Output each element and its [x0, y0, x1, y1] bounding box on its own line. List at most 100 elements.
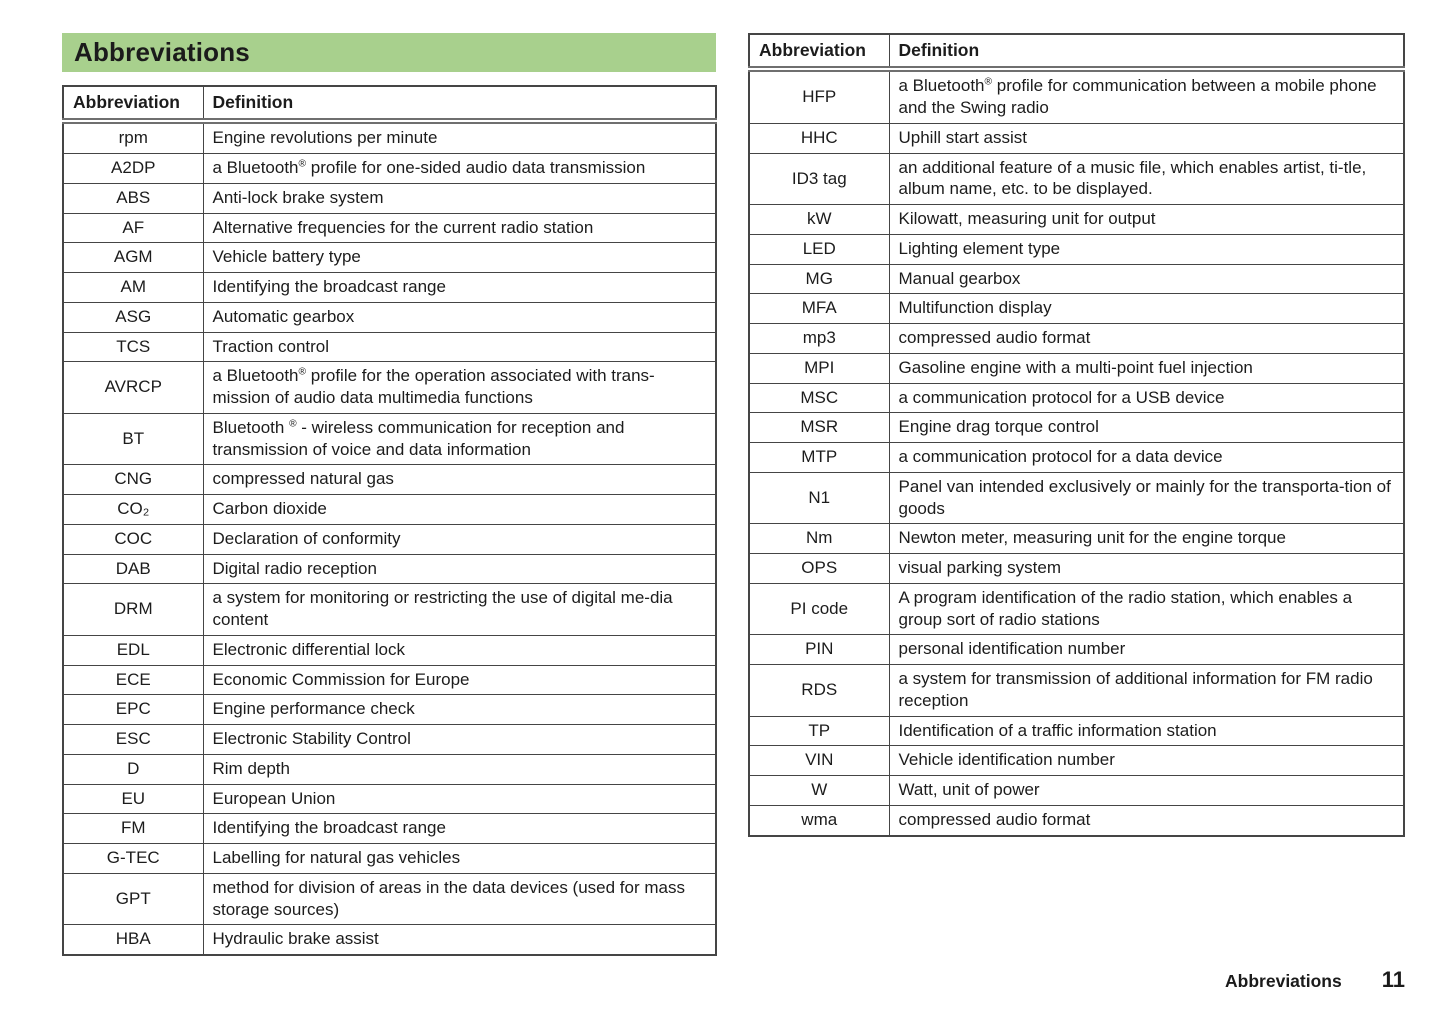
definition-cell: a system for transmission of additional …: [888, 664, 1405, 717]
table-header-row: Abbreviation Definition: [62, 85, 717, 125]
definition-cell: Identification of a traffic information …: [888, 715, 1405, 747]
abbreviation-cell: MSR: [748, 412, 890, 444]
table-row: ID3 tag an additional feature of a music…: [748, 152, 1405, 206]
definition-cell: Declaration of conformity: [202, 523, 717, 555]
abbreviation-cell: ABS: [62, 182, 204, 214]
table-row: BT Bluetooth ® - wireless communication …: [62, 412, 717, 466]
table-row: MSC a communication protocol for a USB d…: [748, 382, 1405, 414]
table-row: RDS a system for transmission of additio…: [748, 664, 1405, 717]
definition-cell: Anti-lock brake system: [202, 182, 717, 214]
definition-cell: Engine revolutions per minute: [202, 120, 717, 155]
footer-page-number: 11: [1381, 967, 1405, 992]
abbreviation-cell: LED: [748, 233, 890, 265]
table-row: G-TEC Labelling for natural gas vehicles: [62, 843, 717, 874]
table-row: GPT method for division of areas in the …: [62, 872, 717, 926]
table-row: EU European Union: [62, 783, 717, 815]
table-row: A2DP a Bluetooth® profile for one-sided …: [62, 153, 717, 184]
definition-cell: a system for monitoring or restricting t…: [202, 583, 717, 636]
abbreviation-cell: GPT: [62, 872, 204, 926]
definition-cell: European Union: [202, 783, 717, 815]
abbreviation-cell: MSC: [748, 382, 890, 414]
abbreviation-cell: mp3: [748, 323, 890, 354]
abbreviation-cell: rpm: [62, 120, 204, 155]
abbreviation-cell: AM: [62, 272, 204, 303]
abbreviation-cell: VIN: [748, 745, 890, 777]
table-row: EPC Engine performance check: [62, 694, 717, 726]
abbreviation-cell: MG: [748, 263, 890, 295]
abbreviation-cell: ASG: [62, 301, 204, 333]
table-row: N1 Panel van intended exclusively or mai…: [748, 471, 1405, 525]
table-row: DAB Digital radio reception: [62, 553, 717, 585]
table-row: AF Alternative frequencies for the curre…: [62, 212, 717, 244]
column-header-definition: Definition: [888, 33, 1405, 73]
abbreviation-cell: AF: [62, 212, 204, 244]
table-row: OPS visual parking system: [748, 553, 1405, 584]
abbreviation-cell: kW: [748, 204, 890, 235]
definition-cell: method for division of areas in the data…: [202, 872, 717, 926]
abbreviation-cell: HFP: [748, 68, 890, 124]
table-row: kW Kilowatt, measuring unit for output: [748, 204, 1405, 235]
definition-cell: Vehicle battery type: [202, 242, 717, 274]
abbreviation-cell: FM: [62, 813, 204, 845]
definition-cell: Carbon dioxide: [202, 494, 717, 525]
table-row: PI code A program identification of the …: [748, 582, 1405, 636]
definition-cell: compressed natural gas: [202, 464, 717, 496]
table-row: MFA Multifunction display: [748, 293, 1405, 325]
table-row: Nm Newton meter, measuring unit for the …: [748, 523, 1405, 555]
table-row: AGM Vehicle battery type: [62, 242, 717, 274]
table-row: DRM a system for monitoring or restricti…: [62, 583, 717, 636]
abbreviation-cell: MPI: [748, 352, 890, 384]
definition-cell: Bluetooth ® - wireless communication for…: [202, 412, 717, 466]
table-row: ABS Anti-lock brake system: [62, 182, 717, 214]
abbreviation-cell: DAB: [62, 553, 204, 585]
definition-cell: Engine drag torque control: [888, 412, 1405, 444]
abbreviations-table-left: Abbreviation Definition rpm Engine revol…: [62, 85, 717, 957]
definition-cell: Newton meter, measuring unit for the eng…: [888, 523, 1405, 555]
abbreviation-cell: AVRCP: [62, 361, 204, 414]
definition-cell: Digital radio reception: [202, 553, 717, 585]
table-row: HBA Hydraulic brake assist: [62, 924, 717, 956]
table-row: AVRCP a Bluetooth® profile for the opera…: [62, 361, 717, 414]
definition-cell: Identifying the broadcast range: [202, 272, 717, 303]
definition-cell: Lighting element type: [888, 233, 1405, 265]
definition-cell: Electronic Stability Control: [202, 724, 717, 755]
abbreviation-cell: OPS: [748, 553, 890, 584]
abbreviations-table-right: Abbreviation Definition HFP a Bluetooth®…: [748, 33, 1405, 837]
table-row: TCS Traction control: [62, 331, 717, 363]
table-row: TP Identification of a traffic informati…: [748, 715, 1405, 747]
definition-cell: Watt, unit of power: [888, 775, 1405, 806]
definition-cell: a Bluetooth® profile for the operation a…: [202, 361, 717, 414]
table-row: PIN personal identification number: [748, 634, 1405, 666]
definition-cell: compressed audio format: [888, 323, 1405, 354]
abbreviation-cell: MTP: [748, 442, 890, 473]
definition-cell: Economic Commission for Europe: [202, 664, 717, 696]
abbreviation-cell: ID3 tag: [748, 152, 890, 206]
abbreviation-cell: TP: [748, 715, 890, 747]
definition-cell: Kilowatt, measuring unit for output: [888, 204, 1405, 235]
definition-cell: Uphill start assist: [888, 122, 1405, 154]
abbreviation-cell: Nm: [748, 523, 890, 555]
column-header-abbreviation: Abbreviation: [748, 33, 890, 73]
table-row: LED Lighting element type: [748, 233, 1405, 265]
definition-cell: Gasoline engine with a multi-point fuel …: [888, 352, 1405, 384]
abbreviation-cell: EPC: [62, 694, 204, 726]
abbreviation-cell: PI code: [748, 582, 890, 636]
definition-cell: visual parking system: [888, 553, 1405, 584]
table-row: CO₂ Carbon dioxide: [62, 494, 717, 525]
table-row: VIN Vehicle identification number: [748, 745, 1405, 777]
abbreviation-cell: CNG: [62, 464, 204, 496]
table-row: HHC Uphill start assist: [748, 122, 1405, 154]
footer-section-label: Abbreviations: [1225, 971, 1342, 991]
right-table-body: HFP a Bluetooth® profile for communicati…: [748, 68, 1405, 837]
abbreviation-cell: RDS: [748, 664, 890, 717]
abbreviation-cell: MFA: [748, 293, 890, 325]
definition-cell: Hydraulic brake assist: [202, 924, 717, 956]
abbreviation-cell: ESC: [62, 724, 204, 755]
table-row: FM Identifying the broadcast range: [62, 813, 717, 845]
table-row: ECE Economic Commission for Europe: [62, 664, 717, 696]
definition-cell: Panel van intended exclusively or mainly…: [888, 471, 1405, 525]
abbreviation-cell: EU: [62, 783, 204, 815]
left-table-body: rpm Engine revolutions per minute A2DP a…: [62, 120, 717, 956]
table-row: mp3 compressed audio format: [748, 323, 1405, 354]
definition-cell: Labelling for natural gas vehicles: [202, 843, 717, 874]
